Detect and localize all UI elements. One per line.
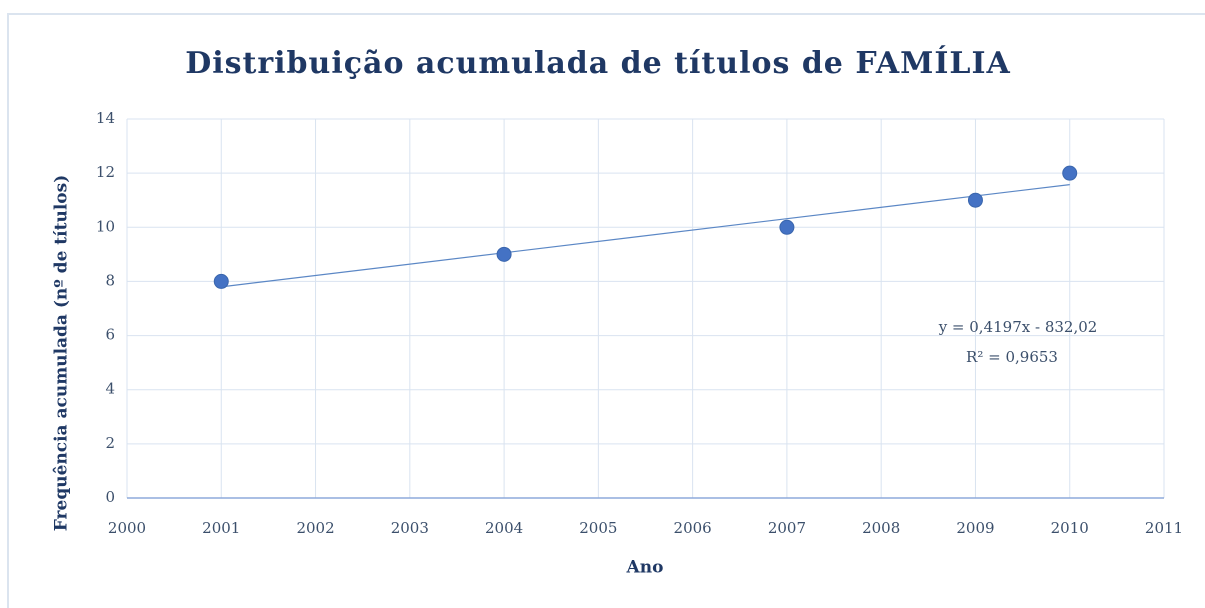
y-tick-label: 0 bbox=[105, 488, 115, 506]
x-tick-label: 2010 bbox=[1051, 519, 1089, 537]
trendline bbox=[221, 183, 1070, 288]
chart-title: Distribuição acumulada de títulos de FAM… bbox=[185, 45, 1011, 81]
x-axis-title: Ano bbox=[626, 558, 664, 578]
point bbox=[1062, 165, 1078, 181]
x-tick-label: 2004 bbox=[485, 519, 523, 537]
x-tick-label: 2005 bbox=[579, 519, 617, 537]
x-tick-label: 2003 bbox=[391, 519, 429, 537]
y-axis-title: Frequência acumulada (nº de títulos) bbox=[52, 175, 72, 531]
x-tick-label: 2007 bbox=[768, 519, 806, 537]
y-tick-label: 2 bbox=[105, 434, 115, 452]
x-tick-label: 2009 bbox=[956, 519, 994, 537]
y-tick-label: 6 bbox=[105, 326, 115, 344]
point bbox=[967, 192, 983, 208]
x-tick-label: 2008 bbox=[862, 519, 900, 537]
y-tick-label: 4 bbox=[105, 380, 115, 398]
x-tick-label: 2006 bbox=[674, 519, 712, 537]
x-tick-label: 2011 bbox=[1145, 519, 1183, 537]
x-tick-label: 2000 bbox=[108, 519, 146, 537]
y-tick-label: 14 bbox=[96, 109, 115, 127]
y-tick-label: 8 bbox=[105, 271, 115, 289]
trendline-r-squared: R² = 0,9653 bbox=[966, 348, 1058, 366]
point bbox=[496, 246, 512, 262]
trendline-equation: y = 0,4197x - 832,02 bbox=[938, 318, 1098, 336]
point bbox=[213, 273, 229, 289]
y-tick-label: 10 bbox=[96, 217, 115, 235]
x-tick-label: 2002 bbox=[296, 519, 334, 537]
chart-border bbox=[7, 13, 1205, 608]
y-tick-label: 12 bbox=[96, 163, 115, 181]
point bbox=[779, 219, 795, 235]
x-tick-label: 2001 bbox=[202, 519, 240, 537]
